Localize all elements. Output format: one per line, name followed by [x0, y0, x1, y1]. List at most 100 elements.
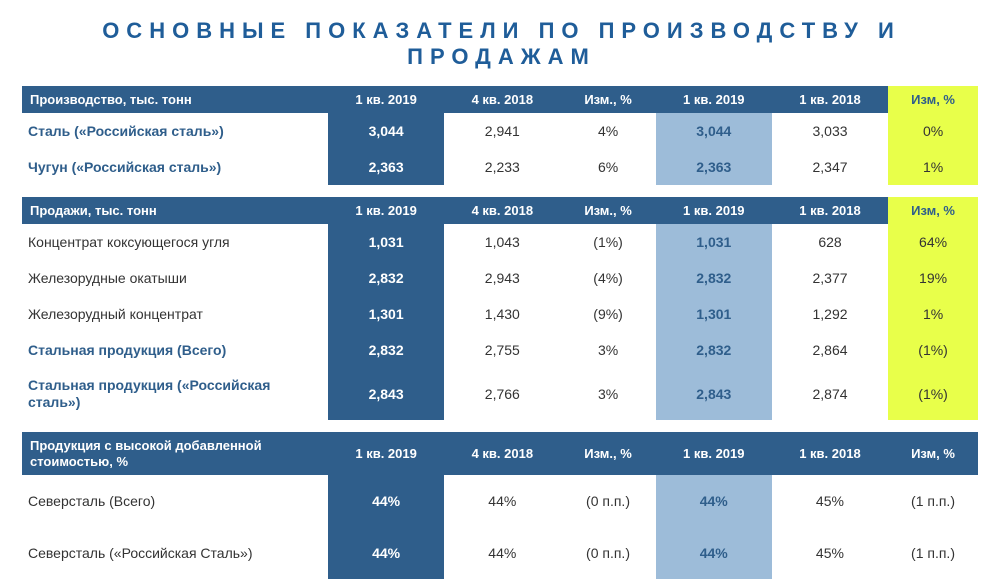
cell: 44% — [444, 475, 560, 527]
cell: 1,430 — [444, 296, 560, 332]
cell: 1% — [888, 149, 978, 185]
cell: (1%) — [560, 224, 655, 260]
table-header-row: Продажи, тыс. тонн 1 кв. 2019 4 кв. 2018… — [22, 197, 978, 224]
row-label: Сталь («Российская сталь») — [22, 113, 328, 149]
slide-title: ОСНОВНЫЕ ПОКАЗАТЕЛИ ПО ПРОИЗВОДСТВУ И ПР… — [22, 18, 981, 70]
header-col: Изм., % — [560, 197, 655, 224]
header-col: 1 кв. 2019 — [656, 197, 772, 224]
slide-container: ОСНОВНЫЕ ПОКАЗАТЕЛИ ПО ПРОИЗВОДСТВУ И ПР… — [0, 0, 1003, 551]
cell: 1,031 — [328, 224, 444, 260]
cell: 1,301 — [656, 296, 772, 332]
table-row: Стальная продукция (Всего) 2,832 2,755 3… — [22, 332, 978, 368]
row-label: Железорудный концентрат — [22, 296, 328, 332]
cell: 64% — [888, 224, 978, 260]
header-label: Производство, тыс. тонн — [22, 86, 328, 113]
cell: 1,292 — [772, 296, 888, 332]
cell: 45% — [772, 527, 888, 579]
cell: 45% — [772, 475, 888, 527]
cell: 2,766 — [444, 368, 560, 420]
cell: (4%) — [560, 260, 655, 296]
cell: 2,363 — [656, 149, 772, 185]
table-row: Железорудный концентрат 1,301 1,430 (9%)… — [22, 296, 978, 332]
cell: 3,044 — [656, 113, 772, 149]
cell: 6% — [560, 149, 655, 185]
cell: 2,874 — [772, 368, 888, 420]
cell: 3,044 — [328, 113, 444, 149]
table-row: Железорудные окатыши 2,832 2,943 (4%) 2,… — [22, 260, 978, 296]
table-row: Сталь («Российская сталь») 3,044 2,941 4… — [22, 113, 978, 149]
cell: (1%) — [888, 368, 978, 420]
header-label: Продукция с высокой добавленной стоимост… — [22, 432, 328, 475]
row-label: Стальная продукция (Всего) — [22, 332, 328, 368]
cell: (1 п.п.) — [888, 475, 978, 527]
cell: (0 п.п.) — [560, 475, 655, 527]
cell: 44% — [656, 527, 772, 579]
header-col: 4 кв. 2018 — [444, 197, 560, 224]
cell: 2,377 — [772, 260, 888, 296]
cell: 2,864 — [772, 332, 888, 368]
cell: 2,832 — [328, 260, 444, 296]
header-col: 1 кв. 2019 — [656, 432, 772, 475]
cell: (9%) — [560, 296, 655, 332]
header-col: 1 кв. 2019 — [328, 197, 444, 224]
sales-table: Продажи, тыс. тонн 1 кв. 2019 4 кв. 2018… — [22, 197, 978, 420]
header-col: 4 кв. 2018 — [444, 432, 560, 475]
header-col: Изм., % — [560, 432, 655, 475]
cell: 44% — [444, 527, 560, 579]
cell: 44% — [656, 475, 772, 527]
row-label: Северсталь («Российская Сталь») — [22, 527, 328, 579]
header-col: 4 кв. 2018 — [444, 86, 560, 113]
cell: 44% — [328, 475, 444, 527]
cell: 1,043 — [444, 224, 560, 260]
row-label: Чугун («Российская сталь») — [22, 149, 328, 185]
table-row: Концентрат коксующегося угля 1,031 1,043… — [22, 224, 978, 260]
cell: 2,832 — [328, 332, 444, 368]
table-header-row: Продукция с высокой добавленной стоимост… — [22, 432, 978, 475]
cell: 3% — [560, 368, 655, 420]
row-label: Концентрат коксующегося угля — [22, 224, 328, 260]
header-col: Изм, % — [888, 432, 978, 475]
table-header-row: Производство, тыс. тонн 1 кв. 2019 4 кв.… — [22, 86, 978, 113]
cell: 2,943 — [444, 260, 560, 296]
cell: 2,755 — [444, 332, 560, 368]
cell: (1 п.п.) — [888, 527, 978, 579]
table-row: Стальная продукция («Российская сталь») … — [22, 368, 978, 420]
cell: 2,347 — [772, 149, 888, 185]
header-col: 1 кв. 2018 — [772, 86, 888, 113]
cell: 2,832 — [656, 260, 772, 296]
cell: 2,941 — [444, 113, 560, 149]
table-row: Северсталь («Российская Сталь») 44% 44% … — [22, 527, 978, 579]
table-row: Северсталь (Всего) 44% 44% (0 п.п.) 44% … — [22, 475, 978, 527]
cell: 1,031 — [656, 224, 772, 260]
cell: (1%) — [888, 332, 978, 368]
cell: 3% — [560, 332, 655, 368]
header-col: 1 кв. 2019 — [328, 432, 444, 475]
cell: 0% — [888, 113, 978, 149]
cell: (0 п.п.) — [560, 527, 655, 579]
header-col: Изм., % — [560, 86, 655, 113]
cell: 1,301 — [328, 296, 444, 332]
cell: 4% — [560, 113, 655, 149]
cell: 2,233 — [444, 149, 560, 185]
cell: 3,033 — [772, 113, 888, 149]
production-table: Производство, тыс. тонн 1 кв. 2019 4 кв.… — [22, 86, 978, 185]
hva-table: Продукция с высокой добавленной стоимост… — [22, 432, 978, 579]
cell: 2,832 — [656, 332, 772, 368]
row-label: Стальная продукция («Российская сталь») — [22, 368, 328, 420]
header-col-highlight: Изм, % — [888, 86, 978, 113]
header-col: 1 кв. 2018 — [772, 432, 888, 475]
header-col: 1 кв. 2018 — [772, 197, 888, 224]
cell: 628 — [772, 224, 888, 260]
cell: 19% — [888, 260, 978, 296]
cell: 2,843 — [656, 368, 772, 420]
table-row: Чугун («Российская сталь») 2,363 2,233 6… — [22, 149, 978, 185]
header-col: 1 кв. 2019 — [656, 86, 772, 113]
cell: 2,363 — [328, 149, 444, 185]
header-col: 1 кв. 2019 — [328, 86, 444, 113]
row-label: Северсталь (Всего) — [22, 475, 328, 527]
row-label: Железорудные окатыши — [22, 260, 328, 296]
cell: 44% — [328, 527, 444, 579]
header-label: Продажи, тыс. тонн — [22, 197, 328, 224]
header-col-highlight: Изм, % — [888, 197, 978, 224]
cell: 2,843 — [328, 368, 444, 420]
